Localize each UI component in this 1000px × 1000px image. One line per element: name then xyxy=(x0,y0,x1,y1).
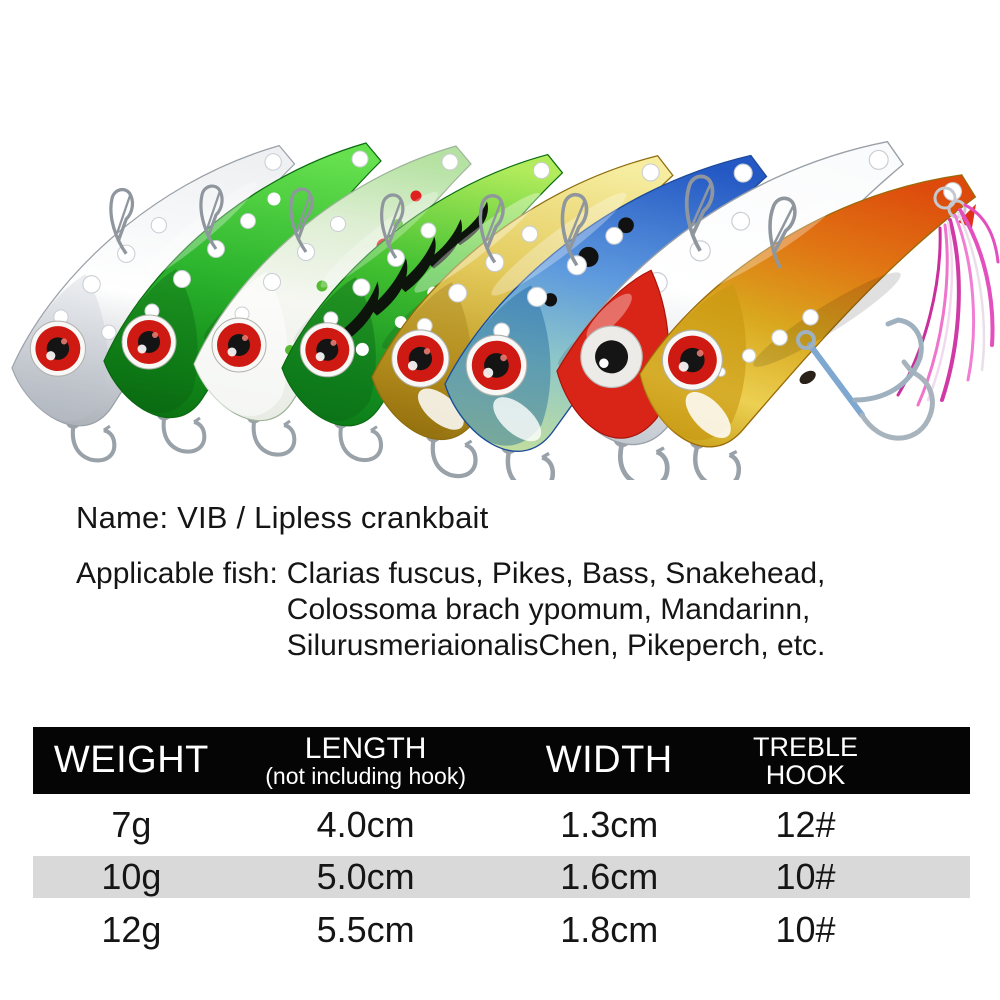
cell-width: 1.6cm xyxy=(560,856,659,897)
col-header-length: LENGTH (not including hook) xyxy=(230,733,502,789)
cell-length: 5.0cm xyxy=(316,856,415,897)
lure-eye xyxy=(121,314,177,370)
feather-tail-and-treble-hooks xyxy=(796,186,1000,441)
lure-eye xyxy=(211,317,267,373)
lure-8-gold-orange xyxy=(630,133,979,480)
applicable-fish-block: Applicable fish: Clarias fuscus, Pikes, … xyxy=(76,556,825,664)
applicable-fish-label: Applicable fish: xyxy=(76,557,278,590)
applicable-fish-lines: Clarias fuscus, Pikes, Bass, Snakehead, … xyxy=(287,556,826,664)
fish-line: Clarias fuscus, Pikes, Bass, Snakehead, xyxy=(286,557,826,590)
cell-treble: 10# xyxy=(775,909,836,950)
col-header-weight: WEIGHT xyxy=(53,739,209,781)
col-header-treble-line1: TREBLE xyxy=(752,731,858,762)
tiger-stripes xyxy=(340,201,488,340)
fish-line: Colossoma brach ypomum, Mandarinn, xyxy=(286,593,811,626)
col-header-length-main: LENGTH xyxy=(304,731,427,765)
cell-weight: 10g xyxy=(101,856,162,897)
product-name-line: Name: VIB / Lipless crankbait xyxy=(76,500,489,535)
cell-width: 1.8cm xyxy=(560,909,659,950)
product-photo-lures xyxy=(11,114,1000,480)
spec-row-12g: 12g 5.5cm 1.8cm 10# xyxy=(33,898,970,962)
spec-table: WEIGHT LENGTH (not including hook) WIDTH… xyxy=(33,727,970,962)
cell-weight: 7g xyxy=(111,804,152,845)
cell-treble: 10# xyxy=(775,856,836,897)
treble-hook-icon xyxy=(796,317,935,441)
lure-eye xyxy=(29,320,86,377)
cell-length: 5.5cm xyxy=(316,909,415,950)
cell-width: 1.3cm xyxy=(560,804,659,845)
spec-row-7g: 7g 4.0cm 1.3cm 12# xyxy=(33,794,970,856)
col-header-length-note: (not including hook) xyxy=(265,762,466,789)
col-header-treble-hook: TREBLE HOOK xyxy=(717,733,970,789)
col-header-treble-line2: HOOK xyxy=(765,759,846,790)
fish-line: SilurusmeriaionalisChen, Pikeperch, etc. xyxy=(286,629,826,662)
cell-length: 4.0cm xyxy=(316,804,415,845)
col-header-width: WIDTH xyxy=(545,739,673,781)
spec-row-10g: 10g 5.0cm 1.6cm 10# xyxy=(33,856,970,898)
cell-weight: 12g xyxy=(101,909,162,950)
lure-eye xyxy=(299,321,356,378)
spec-table-header: WEIGHT LENGTH (not including hook) WIDTH… xyxy=(33,727,970,794)
cell-treble: 12# xyxy=(775,804,836,845)
